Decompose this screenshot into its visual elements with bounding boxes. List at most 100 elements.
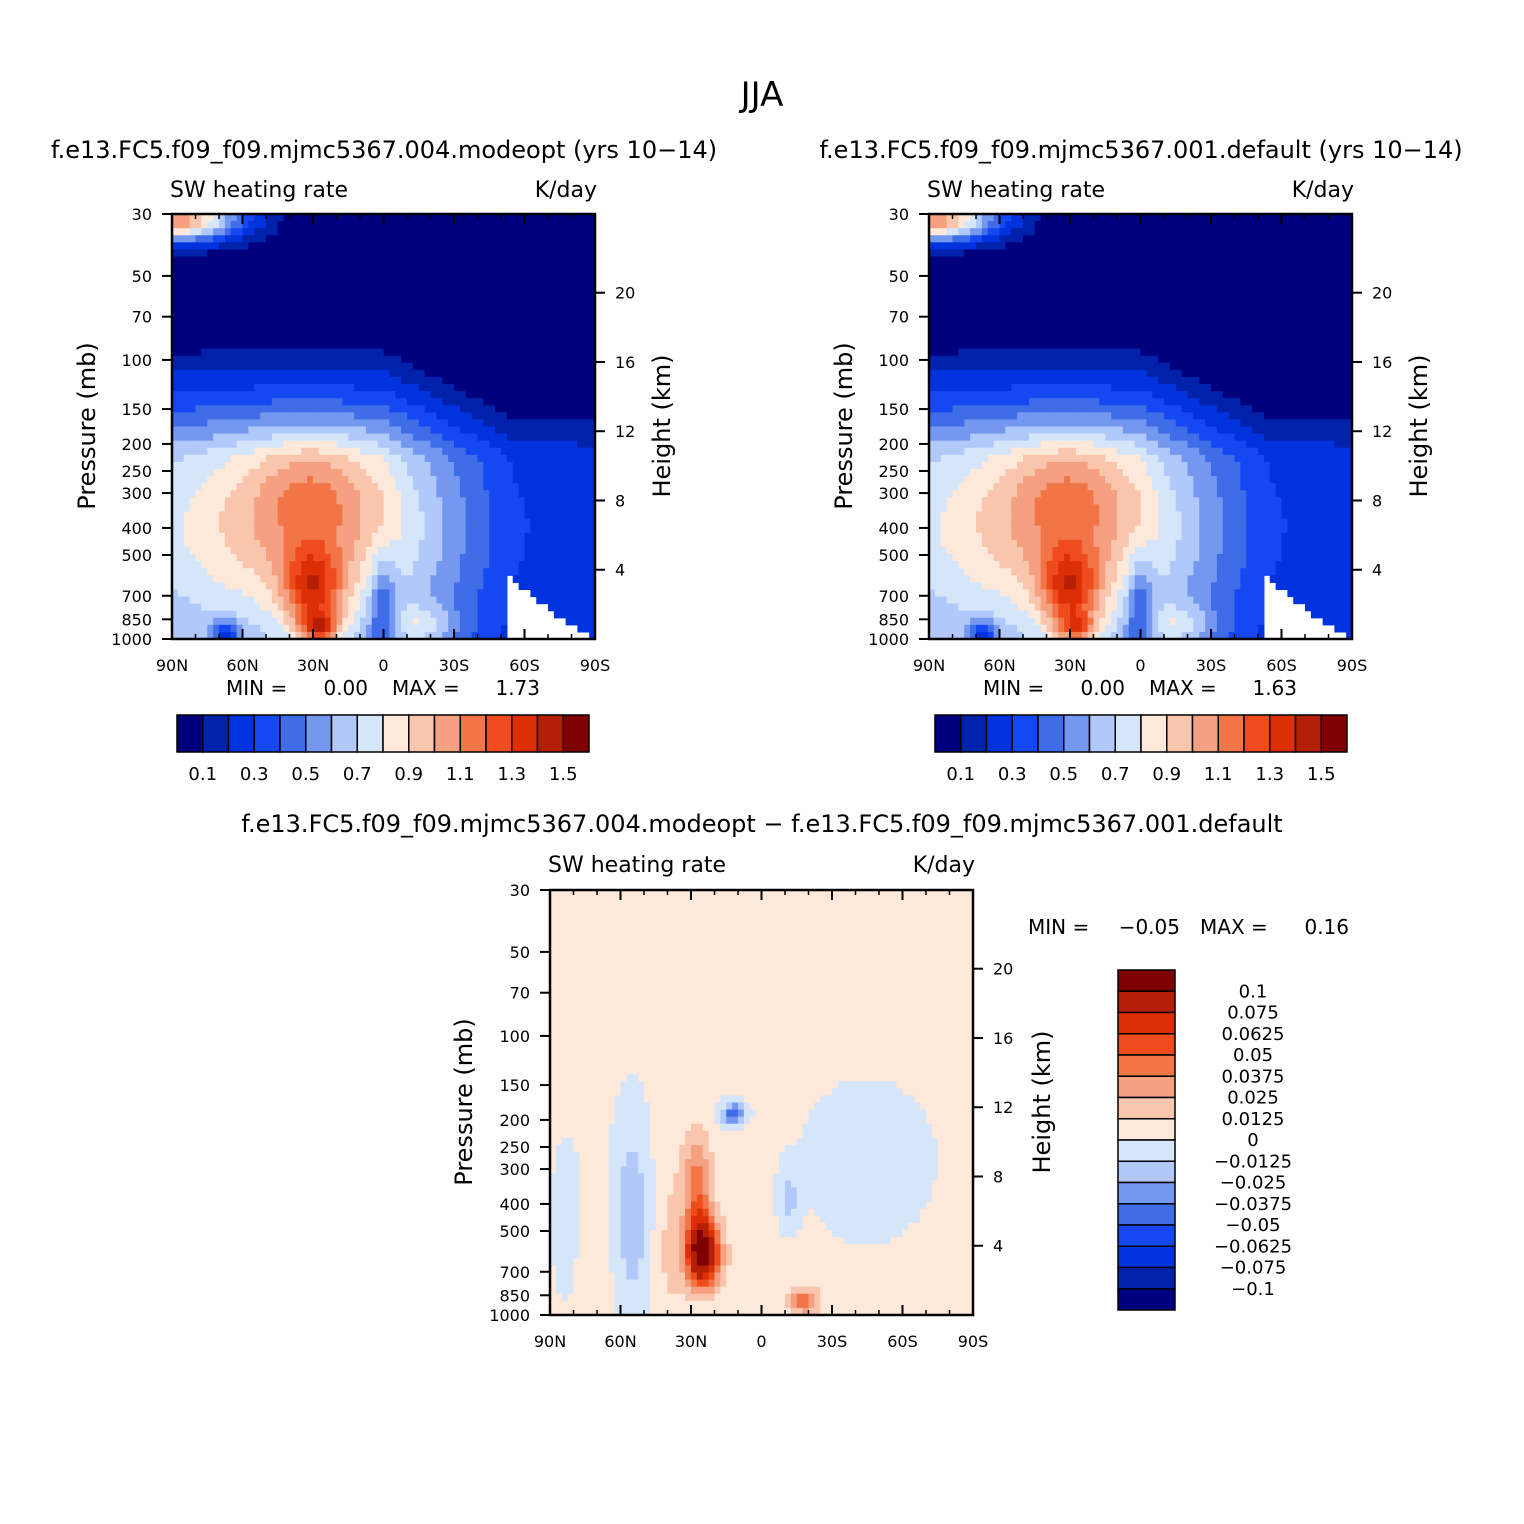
contour-cell xyxy=(283,568,291,576)
contour-cell xyxy=(448,596,455,605)
contour-cell xyxy=(313,242,320,251)
contour-cell xyxy=(354,341,361,350)
contour-cell xyxy=(360,617,367,626)
contour-cell xyxy=(946,405,954,413)
contour-cell xyxy=(407,603,414,612)
contour-cell xyxy=(183,532,191,541)
contour-cell xyxy=(360,263,367,272)
contour-cell xyxy=(354,582,361,591)
contour-cell xyxy=(354,603,361,612)
contour-cell xyxy=(271,511,279,520)
contour-cell xyxy=(477,291,484,300)
contour-cell xyxy=(189,483,197,491)
contour-cell xyxy=(970,596,977,605)
contour-cell xyxy=(254,327,261,336)
contour-cell xyxy=(277,355,285,364)
contour-cell xyxy=(430,490,437,498)
contour-cell xyxy=(946,235,954,243)
panel-default: f.e13.FC5.f09_f09.mjmc5367.001.default (… xyxy=(819,136,1462,785)
contour-cell xyxy=(970,610,977,619)
contour-cell xyxy=(430,419,437,428)
contour-cell xyxy=(283,518,291,527)
contour-cell xyxy=(964,546,971,555)
contour-cell xyxy=(354,532,361,541)
contour-cell xyxy=(571,334,578,343)
contour-cell xyxy=(330,610,338,619)
contour-cell xyxy=(477,214,484,222)
contour-cell xyxy=(577,327,584,336)
contour-cell xyxy=(495,263,502,272)
contour-cell xyxy=(524,525,531,534)
contour-cell xyxy=(577,511,584,520)
contour-cell xyxy=(230,334,238,343)
contour-cell xyxy=(424,554,432,562)
contour-cell xyxy=(553,327,561,336)
contour-cell xyxy=(589,235,596,243)
contour-cell xyxy=(283,355,291,364)
contour-cell xyxy=(301,214,308,222)
contour-cell xyxy=(260,376,267,385)
contour-cell xyxy=(981,228,989,236)
contour-cell xyxy=(976,461,983,470)
contour-cell xyxy=(577,235,584,243)
contour-cell xyxy=(271,469,279,477)
contour-cell xyxy=(430,525,437,534)
contour-cell xyxy=(418,348,426,357)
contour-cell xyxy=(589,476,596,484)
contour-cell xyxy=(459,433,467,442)
contour-cell xyxy=(301,568,308,576)
contour-cell xyxy=(371,263,379,272)
contour-cell xyxy=(471,249,479,258)
contour-cell xyxy=(401,249,408,258)
contour-cell xyxy=(553,214,561,222)
contour-cell xyxy=(589,355,596,364)
contour-cell xyxy=(195,546,202,555)
contour-cell xyxy=(542,341,549,350)
contour-cell xyxy=(224,306,232,314)
contour-cell xyxy=(454,362,461,371)
contour-cell xyxy=(448,412,455,421)
contour-cell xyxy=(330,284,338,293)
contour-cell xyxy=(189,398,197,406)
contour-cell xyxy=(506,497,514,506)
colorbar-label: 0.9 xyxy=(394,764,423,785)
contour-cell xyxy=(383,568,390,576)
contour-cell xyxy=(407,546,414,555)
contour-cell xyxy=(342,313,349,321)
contour-cell xyxy=(424,284,432,293)
contour-cell xyxy=(383,518,390,527)
contour-cell xyxy=(934,554,942,562)
contour-cell xyxy=(430,631,437,640)
contour-cell xyxy=(940,532,948,541)
contour-cell xyxy=(377,469,385,477)
contour-cell xyxy=(501,419,508,428)
contour-cell xyxy=(189,546,197,555)
contour-cell xyxy=(970,341,977,350)
contour-cell xyxy=(583,454,590,463)
contour-cell xyxy=(964,454,971,463)
contour-cell xyxy=(242,306,249,314)
contour-cell xyxy=(395,603,402,612)
contour-cell xyxy=(958,291,965,300)
contour-cell xyxy=(454,561,461,569)
contour-cell xyxy=(389,291,396,300)
contour-cell xyxy=(495,419,502,428)
contour-cell xyxy=(981,504,989,513)
contour-cell xyxy=(483,263,490,272)
contour-cell xyxy=(454,376,461,385)
contour-cell xyxy=(172,348,179,357)
contour-cell xyxy=(401,532,408,541)
contour-cell xyxy=(201,291,208,300)
contour-cell xyxy=(548,433,555,442)
contour-cell xyxy=(970,568,977,576)
contour-cell xyxy=(940,235,948,243)
contour-cell xyxy=(172,483,179,491)
contour-cell xyxy=(236,596,244,605)
contour-cell xyxy=(448,327,455,336)
contour-cell xyxy=(230,575,238,583)
contour-cell xyxy=(348,483,355,491)
contour-cell xyxy=(348,405,355,413)
contour-cell xyxy=(260,334,267,343)
contour-cell xyxy=(183,320,191,328)
contour-cell xyxy=(377,327,385,336)
